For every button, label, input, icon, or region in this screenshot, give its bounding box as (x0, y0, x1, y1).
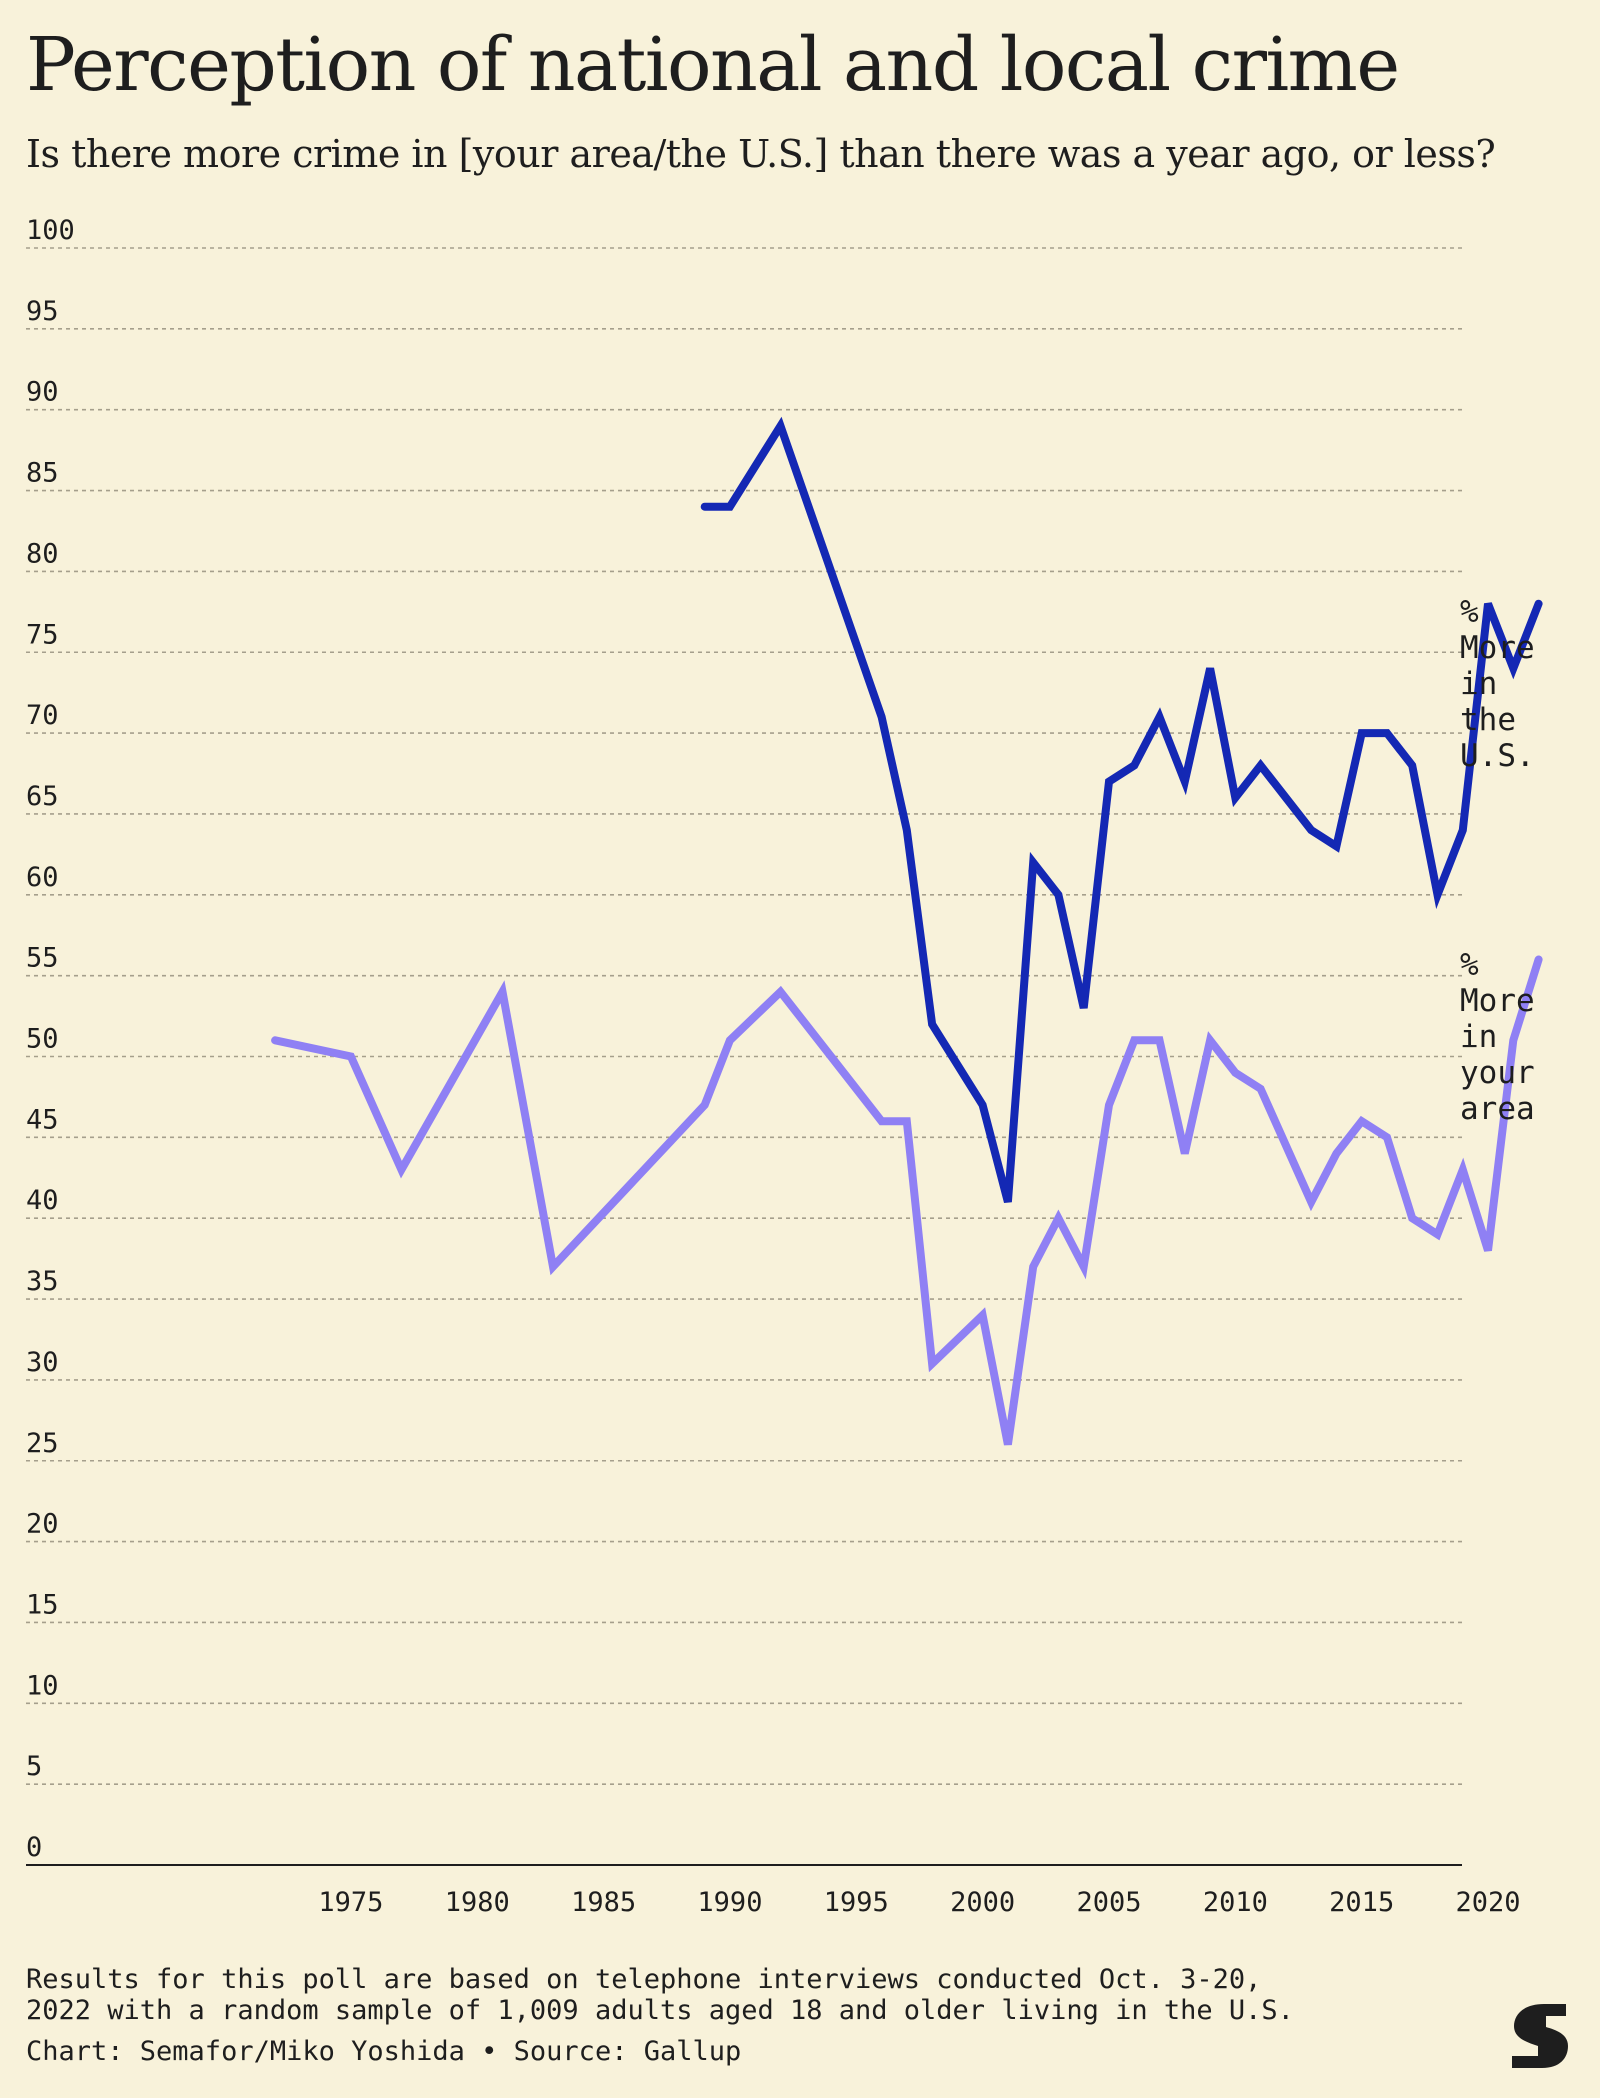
series-line-2 (271, 955, 1543, 1446)
chart-subtitle: Is there more crime in [your area/the U.… (26, 132, 1496, 176)
y-tick-label: 75 (26, 619, 59, 650)
y-tick-label: 20 (26, 1509, 59, 1540)
methodology-note-line-2: 2022 with a random sample of 1,009 adult… (26, 1995, 1294, 2026)
y-tick-label: 5 (26, 1751, 42, 1782)
series-label-1: % More in the U.S. (1460, 594, 1535, 774)
y-tick-label: 80 (26, 538, 59, 569)
y-tick-label: 90 (26, 377, 59, 408)
x-tick-label: 2020 (1456, 1887, 1521, 1918)
x-tick-label: 2010 (1203, 1887, 1268, 1918)
x-tick-label: 2000 (950, 1887, 1015, 1918)
y-tick-label: 60 (26, 862, 59, 893)
x-tick-label: 2005 (1076, 1887, 1141, 1918)
x-tick-label: 1975 (318, 1887, 383, 1918)
y-tick-label: 25 (26, 1428, 59, 1459)
source-credit: Chart: Semafor/Miko Yoshida • Source: Ga… (26, 2036, 742, 2067)
y-tick-label: 65 (26, 781, 59, 812)
y-tick-label: 55 (26, 943, 59, 974)
y-tick-label: 15 (26, 1589, 59, 1620)
y-tick-label: 85 (26, 458, 59, 489)
y-axis-ticks: 0 5 10 15 20 25 30 35 40 45 50 55 60 65 70 75 80 85 90 95 10… (26, 215, 75, 1863)
line-chart: 0 5 10 15 20 25 30 35 40 45 50 55 60 65 70 75 80 85 90 95 10… (26, 215, 1543, 1918)
y-tick-label: 35 (26, 1266, 59, 1297)
y-tick-label: 30 (26, 1347, 59, 1378)
y-tick-label: 45 (26, 1104, 59, 1135)
y-tick-label: 95 (26, 296, 59, 327)
y-tick-label: 0 (26, 1832, 42, 1863)
series-labels: % More in the U.S. % More in your area (1460, 594, 1535, 1127)
y-tick-label: 50 (26, 1024, 59, 1055)
series-label-2: % More in your area (1460, 947, 1535, 1127)
series-line-1 (700, 416, 1543, 1204)
x-tick-label: 1990 (697, 1887, 762, 1918)
methodology-note: Results for this poll are based on telep… (26, 1964, 1294, 2026)
y-tick-label: 100 (26, 215, 75, 246)
x-axis-ticks: 1975 1980 1985 1990 1995 2000 2005 2010 2015 2020 (318, 1887, 1520, 1918)
x-tick-label: 1995 (824, 1887, 889, 1918)
x-tick-label: 2015 (1329, 1887, 1394, 1918)
x-tick-label: 1980 (445, 1887, 510, 1918)
x-tick-label: 1985 (571, 1887, 636, 1918)
methodology-note-line-1: Results for this poll are based on telep… (26, 1964, 1262, 1995)
y-tick-label: 70 (26, 700, 59, 731)
chart-title: Perception of national and local crime (26, 22, 1400, 108)
series-lines (271, 416, 1543, 1446)
y-tick-label: 10 (26, 1670, 59, 1701)
y-tick-label: 40 (26, 1185, 59, 1216)
semafor-logo-icon (1512, 2004, 1568, 2068)
